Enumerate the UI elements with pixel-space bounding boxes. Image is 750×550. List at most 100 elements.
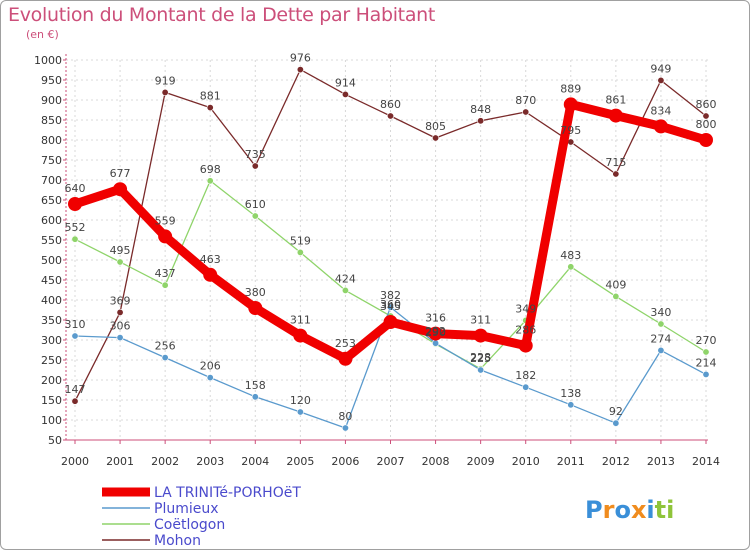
data-label-co-tlogon-2012: 409	[605, 278, 626, 291]
legend-label-co-tlogon: Coëtlogon	[154, 517, 225, 533]
point-co-tlogon-2000	[71, 235, 79, 243]
x-tick-label-2003: 2003	[196, 455, 224, 468]
point-mohon-2008	[432, 134, 440, 142]
x-tick-label-2005: 2005	[286, 455, 314, 468]
x-tick-label-2014: 2014	[692, 455, 720, 468]
data-label-plumieux-2006: 80	[338, 410, 352, 423]
point-co-tlogon-2013	[657, 320, 665, 328]
data-label-mohon-2005: 976	[290, 52, 311, 65]
y-tick-label-350: 350	[41, 314, 62, 327]
data-label-co-tlogon-2003: 698	[200, 163, 221, 176]
y-tick-label-300: 300	[41, 334, 62, 347]
data-label-plumieux-2005: 120	[290, 394, 311, 407]
point-co-tlogon-2003	[206, 177, 214, 185]
x-tick-label-2012: 2012	[602, 455, 630, 468]
point-plumieux-2005	[296, 408, 304, 416]
point-mohon-2002	[161, 88, 169, 96]
point-mohon-2006	[341, 90, 349, 98]
point-mohon-2007	[386, 112, 394, 120]
data-label-plumieux-2011: 138	[560, 387, 581, 400]
y-tick-label-650: 650	[41, 194, 62, 207]
y-tick-label-250: 250	[41, 354, 62, 367]
point-mohon-2005	[296, 66, 304, 74]
data-label-la-trinit-porho-t-2005: 311	[290, 314, 311, 327]
series-lines	[68, 66, 713, 432]
point-mohon-2013	[657, 76, 665, 84]
data-label-la-trinit-porho-t-2000: 640	[65, 182, 86, 195]
data-label-co-tlogon-2002: 437	[155, 267, 176, 280]
y-tick-label-150: 150	[41, 394, 62, 407]
data-label-mohon-2006: 914	[335, 76, 356, 89]
x-tick-label-2006: 2006	[331, 455, 359, 468]
proxiti-logo: Proxiti	[585, 496, 674, 524]
point-plumieux-2010	[522, 383, 530, 391]
y-tick-label-50: 50	[48, 434, 62, 447]
data-label-la-trinit-porho-t-2009: 311	[470, 314, 491, 327]
point-co-tlogon-2011	[567, 263, 575, 271]
point-la-trinit-porho-t-2014	[699, 133, 713, 147]
point-plumieux-2002	[161, 354, 169, 362]
data-label-la-trinit-porho-t-2013: 834	[650, 104, 671, 117]
point-la-trinit-porho-t-2008	[428, 326, 443, 341]
legend-label-plumieux: Plumieux	[154, 501, 219, 517]
point-co-tlogon-2012	[612, 292, 620, 300]
data-label-plumieux-2009: 225	[470, 352, 491, 365]
point-plumieux-2004	[251, 393, 259, 401]
data-label-plumieux-2000: 310	[65, 318, 86, 331]
data-label-mohon-2004: 735	[245, 148, 266, 161]
point-la-trinit-porho-t-2001	[113, 182, 128, 197]
data-label-mohon-2000: 147	[65, 383, 86, 396]
x-tick-label-2013: 2013	[647, 455, 675, 468]
data-labels: 147 369 919 881 735 976 914 860 805 848 870 795 715 9…	[65, 52, 717, 423]
data-label-plumieux-2002: 256	[155, 340, 176, 353]
point-plumieux-2001	[116, 334, 124, 342]
data-label-co-tlogon-2005: 519	[290, 234, 311, 247]
data-label-la-trinit-porho-t-2007: 345	[380, 300, 401, 313]
x-tick-label-2001: 2001	[106, 455, 134, 468]
x-tick-label-2004: 2004	[241, 455, 269, 468]
y-tick-label-200: 200	[41, 374, 62, 387]
data-label-co-tlogon-2004: 610	[245, 198, 266, 211]
data-label-co-tlogon-2013: 340	[650, 306, 671, 319]
data-label-la-trinit-porho-t-2001: 677	[110, 167, 131, 180]
data-label-la-trinit-porho-t-2010: 286	[515, 324, 536, 337]
chart-subtitle: (en €)	[26, 28, 59, 41]
x-tick-label-2008: 2008	[422, 455, 450, 468]
data-label-plumieux-2013: 274	[650, 332, 671, 345]
data-label-co-tlogon-2010: 349	[515, 302, 536, 315]
data-label-mohon-2010: 870	[515, 94, 536, 107]
point-mohon-2004	[251, 162, 259, 170]
y-tick-label-950: 950	[41, 74, 62, 87]
point-la-trinit-porho-t-2004	[248, 301, 263, 315]
point-la-trinit-porho-t-2013	[653, 119, 668, 134]
data-label-co-tlogon-2008: 290	[425, 326, 446, 339]
data-label-co-tlogon-2014: 270	[696, 334, 717, 347]
data-label-co-tlogon-2001: 495	[110, 244, 131, 257]
point-plumieux-2014	[702, 370, 710, 378]
point-co-tlogon-2005	[296, 248, 304, 256]
data-label-plumieux-2004: 158	[245, 379, 266, 392]
data-label-plumieux-2007: 382	[380, 289, 401, 302]
point-la-trinit-porho-t-2000	[68, 197, 82, 211]
legend-label-mohon: Mohon	[154, 533, 201, 549]
y-tick-label-850: 850	[41, 114, 62, 127]
data-label-mohon-2014: 860	[696, 98, 717, 111]
data-label-la-trinit-porho-t-2014: 800	[696, 118, 717, 131]
y-tick-label-700: 700	[41, 174, 62, 187]
point-plumieux-2007	[386, 303, 394, 311]
data-label-plumieux-2008: 292	[425, 325, 446, 338]
point-la-trinit-porho-t-2010	[518, 338, 533, 353]
y-tick-label-900: 900	[41, 94, 62, 107]
point-co-tlogon-2001	[116, 258, 124, 266]
data-label-la-trinit-porho-t-2006: 253	[335, 337, 356, 350]
data-label-la-trinit-porho-t-2004: 380	[245, 286, 266, 299]
point-co-tlogon-2006	[341, 286, 349, 294]
point-plumieux-2008	[432, 339, 440, 347]
data-label-co-tlogon-2011: 483	[560, 249, 581, 262]
point-mohon-2014	[702, 112, 710, 120]
data-label-mohon-2009: 848	[470, 103, 491, 116]
data-label-co-tlogon-2006: 424	[335, 272, 356, 285]
y-tick-label-500: 500	[41, 254, 62, 267]
point-la-trinit-porho-t-2012	[608, 108, 623, 123]
